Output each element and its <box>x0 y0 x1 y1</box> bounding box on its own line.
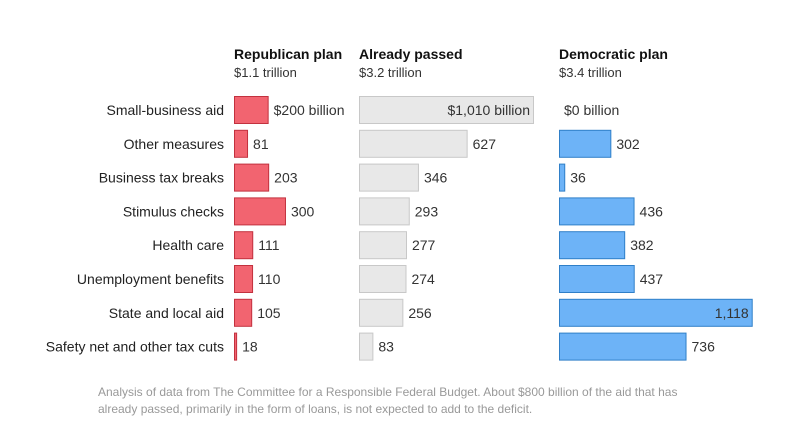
value-label: 436 <box>640 203 664 219</box>
column-title-2: Democratic plan <box>559 46 668 62</box>
value-label: 18 <box>242 339 258 355</box>
bar <box>234 129 249 158</box>
bar <box>359 298 404 327</box>
bar <box>559 265 635 293</box>
value-label: 203 <box>274 170 298 186</box>
value-label: 382 <box>630 237 654 253</box>
value-label: $1,010 billion <box>447 102 530 118</box>
value-label: $0 billion <box>564 102 619 118</box>
value-label: 437 <box>640 271 664 287</box>
bar <box>234 332 238 361</box>
category-label: Health care <box>152 237 224 253</box>
bar <box>359 129 468 158</box>
bar <box>559 129 612 158</box>
column-subtitle-0: $1.1 trillion <box>234 65 297 80</box>
bar <box>359 163 419 192</box>
bar <box>234 163 270 192</box>
bar <box>559 197 635 226</box>
bar <box>559 298 753 327</box>
category-label: Small-business aid <box>107 102 225 118</box>
value-label: $200 billion <box>274 102 345 118</box>
category-label: Unemployment benefits <box>77 271 224 287</box>
bar <box>234 197 286 226</box>
category-label: Safety net and other tax cuts <box>46 339 224 355</box>
bar <box>234 96 269 124</box>
column-subtitle-2: $3.4 trillion <box>559 65 622 80</box>
column-title-0: Republican plan <box>234 46 342 62</box>
bar <box>234 265 254 293</box>
value-label: 627 <box>473 136 497 152</box>
bar <box>359 265 407 293</box>
bar <box>359 197 410 226</box>
value-label: 81 <box>253 136 269 152</box>
bar <box>359 96 534 124</box>
value-label: 736 <box>692 339 716 355</box>
bar <box>359 231 407 260</box>
category-label: Business tax breaks <box>99 170 224 186</box>
bar <box>559 332 687 361</box>
category-label: State and local aid <box>109 305 224 321</box>
value-label: 105 <box>257 305 281 321</box>
bar <box>234 298 253 327</box>
bar <box>559 231 626 260</box>
value-label: 277 <box>412 237 436 253</box>
value-label: 346 <box>424 170 448 186</box>
source-note: Analysis of data from The Committee for … <box>98 385 678 416</box>
bar <box>234 231 254 260</box>
value-label: 36 <box>570 170 586 186</box>
value-label: 83 <box>378 339 394 355</box>
bar <box>359 332 374 361</box>
value-label: 1,118 <box>715 305 749 321</box>
value-label: 293 <box>415 203 439 219</box>
value-label: 111 <box>258 237 279 253</box>
bar <box>559 163 566 192</box>
column-subtitle-1: $3.2 trillion <box>359 65 422 80</box>
column-title-1: Already passed <box>359 46 463 62</box>
value-label: 274 <box>411 271 435 287</box>
value-label: 256 <box>408 305 432 321</box>
value-label: 110 <box>258 271 281 287</box>
value-label: 302 <box>616 136 640 152</box>
category-label: Other measures <box>124 136 224 152</box>
category-label: Stimulus checks <box>123 203 224 219</box>
value-label: 300 <box>291 203 315 219</box>
